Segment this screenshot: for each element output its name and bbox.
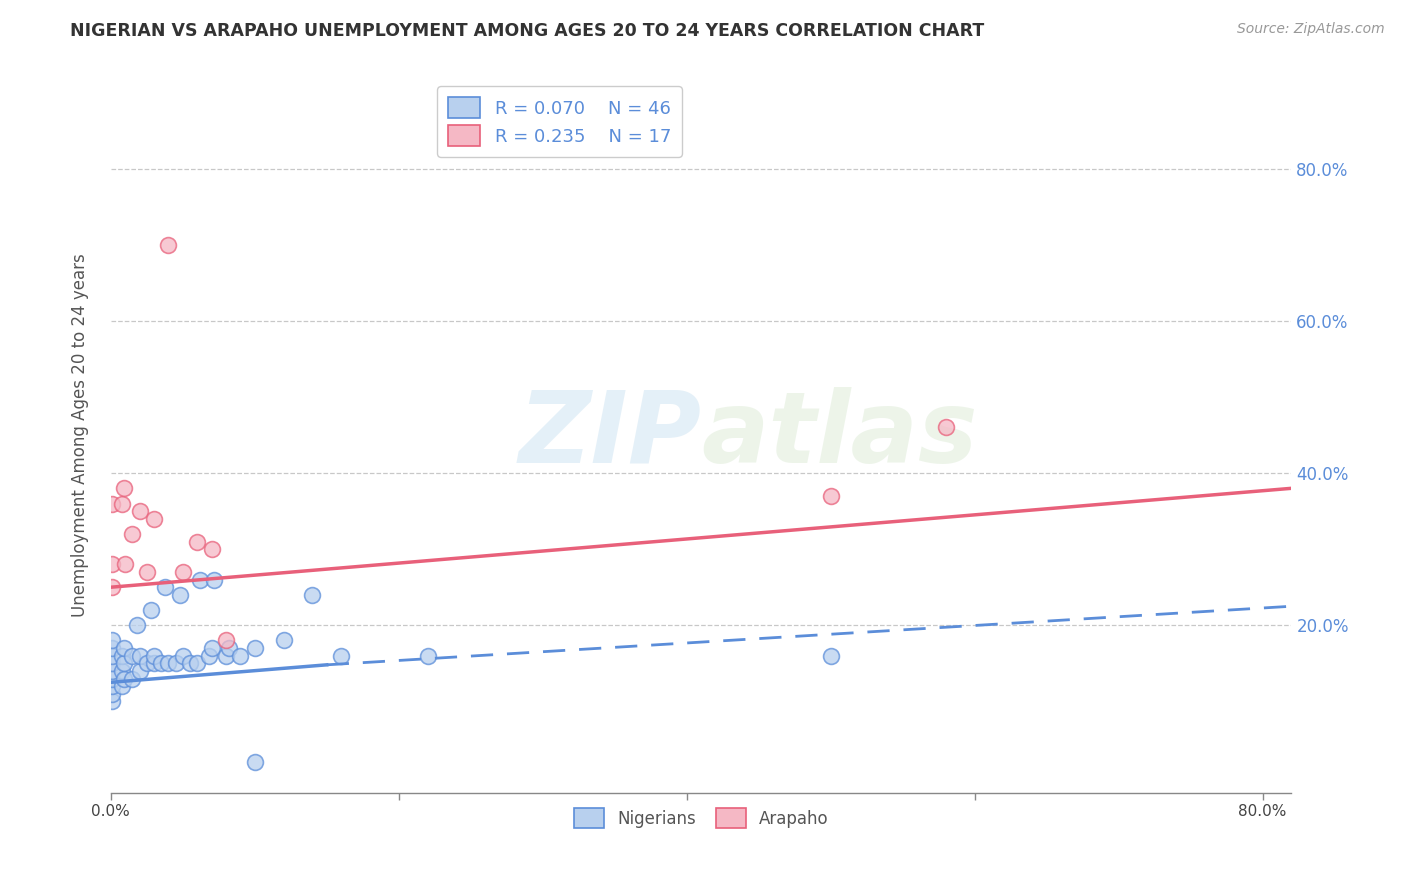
Point xyxy=(135,657,157,671)
Point xyxy=(101,679,124,693)
Point xyxy=(101,687,124,701)
Point xyxy=(157,237,180,252)
Point xyxy=(114,558,136,572)
Point xyxy=(169,588,191,602)
Point xyxy=(101,657,124,671)
Point xyxy=(101,664,124,678)
Point xyxy=(101,496,124,510)
Point xyxy=(301,588,323,602)
Point xyxy=(229,648,252,663)
Point xyxy=(128,648,150,663)
Point xyxy=(157,657,180,671)
Point xyxy=(139,603,162,617)
Point xyxy=(165,657,187,671)
Text: Source: ZipAtlas.com: Source: ZipAtlas.com xyxy=(1237,22,1385,37)
Point xyxy=(273,633,295,648)
Point xyxy=(101,641,124,656)
Point xyxy=(243,756,266,770)
Point xyxy=(188,573,211,587)
Point xyxy=(112,481,135,495)
Legend: Nigerians, Arapaho: Nigerians, Arapaho xyxy=(567,802,835,834)
Point xyxy=(125,618,148,632)
Point xyxy=(121,527,143,541)
Point xyxy=(111,679,134,693)
Point xyxy=(186,534,208,549)
Point xyxy=(820,489,842,503)
Point xyxy=(243,641,266,656)
Point xyxy=(820,648,842,663)
Point xyxy=(128,504,150,518)
Point xyxy=(101,672,124,686)
Point xyxy=(204,573,226,587)
Point xyxy=(101,580,124,594)
Point xyxy=(330,648,353,663)
Y-axis label: Unemployment Among Ages 20 to 24 years: Unemployment Among Ages 20 to 24 years xyxy=(72,253,89,617)
Text: atlas: atlas xyxy=(702,386,977,483)
Point xyxy=(215,633,238,648)
Point xyxy=(935,420,957,434)
Text: ZIP: ZIP xyxy=(519,386,702,483)
Point xyxy=(111,496,134,510)
Point xyxy=(150,657,173,671)
Point xyxy=(143,657,166,671)
Point xyxy=(101,633,124,648)
Point xyxy=(197,648,219,663)
Point xyxy=(416,648,439,663)
Point xyxy=(218,641,240,656)
Point xyxy=(128,664,150,678)
Point xyxy=(179,657,201,671)
Point xyxy=(143,648,166,663)
Point xyxy=(172,565,194,579)
Point xyxy=(111,648,134,663)
Point xyxy=(101,694,124,708)
Point xyxy=(135,565,157,579)
Point xyxy=(111,664,134,678)
Point xyxy=(101,558,124,572)
Point xyxy=(121,672,143,686)
Point xyxy=(200,641,222,656)
Point xyxy=(186,657,208,671)
Point xyxy=(112,672,135,686)
Point xyxy=(172,648,194,663)
Point xyxy=(215,648,238,663)
Point xyxy=(112,641,135,656)
Point xyxy=(112,657,135,671)
Point xyxy=(143,512,166,526)
Point xyxy=(101,648,124,663)
Point xyxy=(200,542,222,557)
Point xyxy=(155,580,177,594)
Text: NIGERIAN VS ARAPAHO UNEMPLOYMENT AMONG AGES 20 TO 24 YEARS CORRELATION CHART: NIGERIAN VS ARAPAHO UNEMPLOYMENT AMONG A… xyxy=(70,22,984,40)
Point xyxy=(121,648,143,663)
